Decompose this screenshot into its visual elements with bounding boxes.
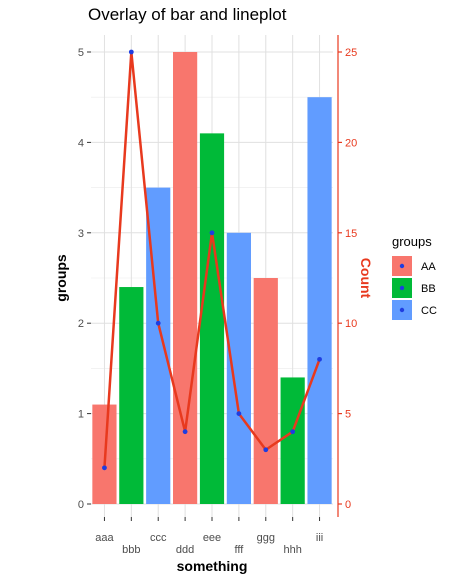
count-point-aaa (102, 465, 107, 471)
legend-key-point (399, 307, 405, 313)
bar-fff (226, 232, 251, 505)
bar-eee (199, 133, 225, 505)
bar-iii (307, 97, 332, 504)
x-tick-label: aaa (95, 532, 114, 544)
chart-title: Overlay of bar and lineplot (88, 5, 287, 24)
count-point-ccc (155, 320, 161, 326)
right-tick-label: 15 (345, 228, 357, 240)
bar-hhh (280, 377, 305, 504)
legend-key-point (399, 263, 405, 269)
right-tick-label: 0 (345, 499, 351, 511)
x-tick-label: eee (203, 532, 221, 544)
count-point-ddd (182, 429, 188, 435)
right-axis: 0 5 10 15 20 25 (337, 35, 357, 517)
count-point-ggg (263, 447, 269, 453)
legend-title: groups (392, 234, 432, 249)
legend: groups AA BB CC (392, 234, 437, 320)
bar-ggg (253, 278, 278, 504)
left-tick-label: 2 (78, 318, 84, 330)
bar-ddd (173, 52, 198, 504)
legend-key-point (399, 285, 405, 291)
y-axis-title: groups (53, 254, 69, 302)
count-line (102, 49, 322, 471)
count-point-bbb (128, 49, 134, 55)
x-tick-label: ccc (150, 532, 167, 544)
legend-label: AA (421, 261, 436, 273)
left-tick-label: 1 (78, 409, 84, 421)
legend-label: BB (421, 283, 436, 295)
left-tick-label: 3 (78, 228, 84, 240)
count-point-eee (209, 230, 215, 236)
bars (92, 52, 332, 505)
count-point-hhh (290, 429, 296, 435)
right-tick-label: 20 (345, 137, 357, 149)
x-tick-label: hhh (283, 544, 301, 556)
count-point-fff (236, 411, 242, 416)
x-tick-label: bbb (122, 544, 140, 556)
count-point-iii (317, 356, 322, 362)
left-tick-label: 0 (78, 499, 84, 511)
x-tick-label: ggg (257, 532, 275, 544)
legend-label: CC (421, 305, 437, 317)
x-tick-label: fff (234, 544, 244, 556)
bar-bbb (119, 287, 144, 504)
right-tick-label: 10 (345, 318, 357, 330)
right-tick-label: 5 (345, 409, 351, 421)
x-tick-label: iii (316, 532, 323, 544)
left-axis: 0 1 2 3 4 5 (78, 47, 91, 511)
left-tick-label: 5 (78, 47, 84, 59)
right-tick-label: 25 (345, 47, 357, 59)
left-tick-label: 4 (78, 137, 84, 149)
right-y-axis-title: Count (358, 258, 374, 299)
x-axis-title: something (177, 558, 248, 574)
x-tick-label: ddd (176, 544, 194, 556)
